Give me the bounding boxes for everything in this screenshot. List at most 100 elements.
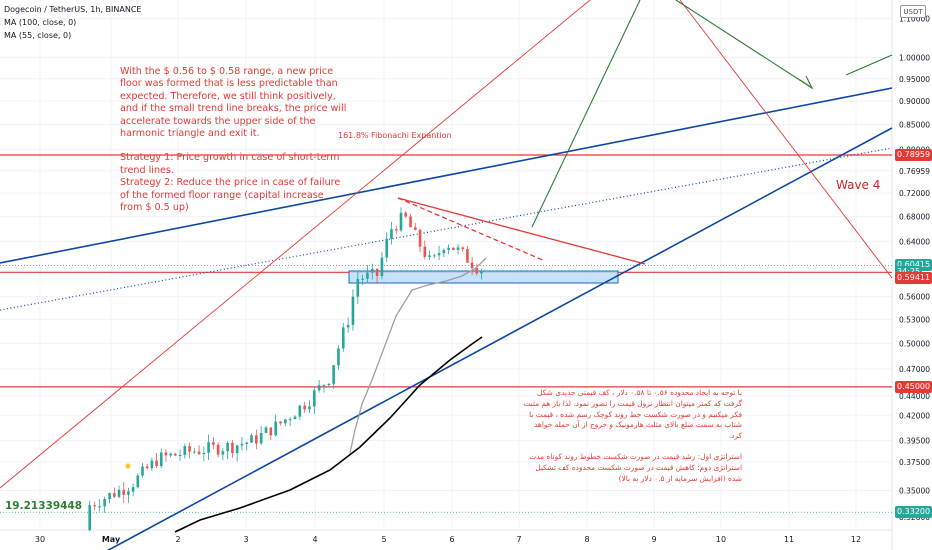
candle-body-33[interactable] (245, 442, 248, 445)
candle-body-0[interactable] (88, 505, 91, 530)
candle-body-62[interactable] (385, 238, 389, 258)
candle-body-64[interactable] (394, 229, 398, 231)
candle-body-57[interactable] (361, 278, 364, 280)
candle-body-76[interactable] (452, 247, 455, 250)
candle-body-48[interactable] (317, 385, 321, 391)
candle-body-47[interactable] (313, 390, 316, 407)
candle-body-19[interactable] (178, 454, 182, 456)
candle-body-46[interactable] (308, 406, 311, 410)
candle-body-51[interactable] (332, 365, 335, 384)
small-trend-dashed[interactable] (397, 197, 546, 262)
candle-body-4[interactable] (108, 493, 111, 500)
candle-body-52[interactable] (337, 348, 340, 366)
green-projection-down[interactable] (675, 0, 813, 89)
candle-body-69[interactable] (418, 229, 422, 247)
candle-body-68[interactable] (413, 227, 417, 230)
candle-body-11[interactable] (141, 466, 144, 476)
candle-body-50[interactable] (327, 383, 331, 386)
harmonic-left-line[interactable] (0, 0, 591, 489)
candle-body-7[interactable] (122, 489, 126, 495)
green-projection-up[interactable] (531, 0, 641, 228)
candle-body-70[interactable] (423, 246, 427, 257)
candle-body-40[interactable] (279, 421, 282, 424)
candle-body-67[interactable] (409, 216, 412, 228)
candle-body-44[interactable] (298, 405, 302, 417)
candle-body-10[interactable] (136, 475, 140, 488)
candle-body-13[interactable] (150, 460, 154, 469)
candle-body-14[interactable] (155, 460, 158, 467)
candle-body-22[interactable] (193, 451, 196, 453)
candle-body-81[interactable] (475, 267, 479, 274)
candle-body-45[interactable] (303, 405, 306, 410)
candle-body-61[interactable] (380, 257, 384, 277)
candle-body-9[interactable] (131, 487, 135, 492)
candle-body-73[interactable] (437, 253, 441, 256)
legend-ma100[interactable]: MA (100, close, 0) (4, 18, 77, 27)
lower-channel-line[interactable] (90, 127, 893, 550)
dotted-trend-line[interactable] (0, 147, 893, 311)
candle-body-36[interactable] (259, 433, 263, 444)
price-tag[interactable]: 0.78959 (895, 149, 932, 162)
candle-body-60[interactable] (375, 268, 379, 277)
candle-body-26[interactable] (212, 442, 215, 445)
candle-body-78[interactable] (461, 247, 465, 249)
currency-unit-badge[interactable]: USDT (900, 5, 926, 18)
candle-body-20[interactable] (183, 446, 187, 455)
candle-body-77[interactable] (456, 247, 460, 250)
small-triangle-top[interactable] (397, 197, 646, 265)
candle-body-6[interactable] (117, 489, 121, 497)
green-projection-right[interactable] (845, 54, 893, 76)
candle-body-8[interactable] (127, 491, 130, 495)
candle-body-71[interactable] (428, 255, 431, 257)
candle-body-31[interactable] (235, 445, 239, 454)
candle-body-82[interactable] (480, 270, 483, 274)
candle-body-35[interactable] (255, 435, 258, 444)
candle-body-38[interactable] (269, 427, 273, 436)
candle-body-3[interactable] (103, 499, 106, 507)
candle-body-58[interactable] (366, 272, 369, 279)
candle-body-5[interactable] (113, 493, 116, 497)
candle-body-63[interactable] (390, 229, 393, 239)
legend-symbol[interactable]: Dogecoin / TetherUS, 1h, BINANCE (4, 5, 142, 14)
candle-body-21[interactable] (188, 446, 191, 452)
candle-body-72[interactable] (433, 255, 436, 257)
candle-body-27[interactable] (216, 444, 220, 455)
candle-body-54[interactable] (346, 324, 350, 328)
ma100-line[interactable] (174, 336, 483, 533)
candle-body-59[interactable] (370, 268, 374, 273)
candle-body-17[interactable] (169, 453, 172, 456)
price-tag[interactable]: 0.45000 (895, 380, 932, 393)
candle-body-2[interactable] (98, 506, 101, 508)
candle-body-16[interactable] (164, 452, 168, 456)
candle-body-34[interactable] (250, 435, 253, 443)
harmonic-right-line[interactable] (679, 0, 893, 279)
candle-body-49[interactable] (322, 385, 326, 387)
candle-body-37[interactable] (264, 427, 268, 434)
candle-body-42[interactable] (288, 419, 292, 421)
candle-body-75[interactable] (447, 247, 450, 250)
candle-body-39[interactable] (274, 421, 277, 436)
candle-body-30[interactable] (231, 443, 234, 454)
candle-body-55[interactable] (351, 296, 355, 325)
candle-body-18[interactable] (174, 453, 177, 456)
candle-body-15[interactable] (159, 452, 163, 467)
candle-body-24[interactable] (202, 452, 206, 455)
candle-body-29[interactable] (226, 443, 229, 452)
candle-body-28[interactable] (221, 451, 225, 455)
ma55-line[interactable] (349, 257, 487, 454)
upper-channel-line[interactable] (0, 87, 893, 264)
candle-body-74[interactable] (442, 249, 446, 254)
candle-body-56[interactable] (356, 279, 360, 297)
price-tag[interactable]: 0.33200 (895, 506, 932, 519)
support-zone-box[interactable] (348, 270, 619, 284)
candle-body-12[interactable] (145, 466, 149, 469)
candle-body-80[interactable] (470, 262, 474, 268)
candle-body-43[interactable] (293, 416, 297, 420)
candle-body-65[interactable] (399, 212, 403, 231)
price-tag[interactable]: 0.59411 (895, 271, 932, 284)
candle-body-23[interactable] (197, 451, 201, 455)
candle-body-66[interactable] (404, 212, 408, 217)
candle-body-41[interactable] (284, 419, 287, 424)
candle-body-25[interactable] (207, 442, 210, 453)
